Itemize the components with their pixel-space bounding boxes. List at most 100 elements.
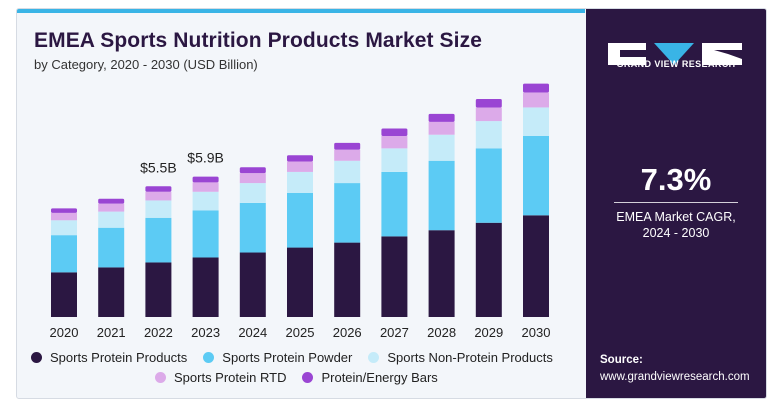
x-tick-label: 2026 xyxy=(333,325,362,340)
bar-segment-2025-1 xyxy=(287,193,313,248)
accent-bar xyxy=(17,9,585,13)
x-tick-label: 2023 xyxy=(191,325,220,340)
bar-segment-2020-0 xyxy=(51,272,77,317)
x-tick-label: 2021 xyxy=(97,325,126,340)
bar-segment-2027-1 xyxy=(381,171,408,237)
legend-label: Sports Protein RTD xyxy=(174,369,287,385)
x-tick-label: 2022 xyxy=(144,325,173,340)
bar-segment-2027-3 xyxy=(381,135,408,149)
bar-segment-2025-4 xyxy=(287,155,313,162)
legend-row-2: Sports Protein RTD Protein/Energy Bars xyxy=(31,367,591,387)
bar-segment-2024-4 xyxy=(239,167,266,174)
legend-label: Sports Non-Protein Products xyxy=(387,349,553,365)
legend-swatch xyxy=(302,371,314,383)
legend-swatch xyxy=(31,351,42,363)
bar-segment-2029-3 xyxy=(475,107,502,122)
bar-segment-2023-0 xyxy=(192,257,219,317)
source-label: Source: xyxy=(600,354,643,366)
legend-row-1: Sports Protein Products Sports Protein P… xyxy=(31,347,591,367)
bar-segment-2022-2 xyxy=(145,200,172,218)
bar-segment-2020-3 xyxy=(51,212,77,221)
bar-segment-2030-1 xyxy=(523,135,549,216)
bar-segment-2024-1 xyxy=(239,202,266,253)
bar-segment-2025-3 xyxy=(287,161,313,172)
grand-view-research-logo xyxy=(608,43,742,65)
bar-segment-2025-2 xyxy=(287,171,313,193)
bar-segment-2022-4 xyxy=(145,186,172,192)
bar-segment-2021-4 xyxy=(98,198,125,204)
legend-item-sports-protein-powder: Sports Protein Powder xyxy=(203,350,352,365)
brand-name: GRAND VIEW RESEARCH xyxy=(616,59,736,69)
data-label-2023: $5.9B xyxy=(187,150,224,166)
bar-segment-2030-3 xyxy=(523,92,549,108)
bar-segment-2024-0 xyxy=(239,252,266,317)
bar-segment-2021-3 xyxy=(98,203,125,212)
bar-segment-2029-1 xyxy=(475,148,502,223)
bar-segment-2021-2 xyxy=(98,211,125,228)
stacked-bar-chart: 2020 2021 2022 2023 2024 2025 2026 2027 2028 2029… xyxy=(50,83,551,340)
bar-segment-2020-2 xyxy=(51,220,77,236)
bar-segment-2027-2 xyxy=(381,148,408,172)
x-tick-label: 2030 xyxy=(522,325,551,340)
bar-segment-2023-4 xyxy=(192,176,219,183)
bar-segment-2027-0 xyxy=(381,236,408,317)
bar-segment-2026-4 xyxy=(334,142,361,150)
chart-title: EMEA Sports Nutrition Products Market Si… xyxy=(34,29,482,52)
bar-segment-2026-3 xyxy=(334,149,361,161)
bar-segment-2029-2 xyxy=(475,121,502,149)
bar-segment-2023-2 xyxy=(192,191,219,211)
legend-item-protein-energy-bars: Protein/Energy Bars xyxy=(302,369,438,385)
bar-segment-2023-1 xyxy=(192,210,219,258)
data-label-2022: $5.5B xyxy=(140,159,177,175)
x-tick-label: 2027 xyxy=(380,325,409,340)
bar-segment-2030-0 xyxy=(523,215,549,317)
bar-segment-2028-0 xyxy=(428,230,455,317)
bar-segment-2028-4 xyxy=(428,113,455,122)
bar-segment-2024-2 xyxy=(239,183,266,203)
legend-label: Sports Protein Powder xyxy=(222,349,353,365)
bar-segment-2027-4 xyxy=(381,128,408,136)
bar-segment-2022-0 xyxy=(145,262,172,317)
legend-item-sports-non-protein-products: Sports Non-Protein Products xyxy=(368,349,553,365)
bar-segment-2023-3 xyxy=(192,182,219,192)
bar-segment-2029-4 xyxy=(475,99,502,108)
bar-segment-2026-2 xyxy=(334,160,361,184)
cagr-label: EMEA Market CAGR, 2024 - 2030 xyxy=(586,209,766,241)
bar-segment-2022-1 xyxy=(145,217,172,263)
bar-segment-2021-1 xyxy=(98,227,125,268)
chart-card: EMEA Sports Nutrition Products Market Si… xyxy=(16,8,767,399)
legend-swatch xyxy=(203,351,215,363)
x-tick-label: 2028 xyxy=(427,325,456,340)
bar-segment-2030-4 xyxy=(523,83,549,93)
bar-segment-2020-1 xyxy=(51,235,77,273)
info-panel: GRAND VIEW RESEARCH 7.3% EMEA Market CAG… xyxy=(586,9,766,398)
legend-item-sports-protein-rtd: Sports Protein RTD xyxy=(155,370,286,385)
bar-segment-2028-3 xyxy=(428,121,455,135)
bar-segment-2029-0 xyxy=(475,222,502,317)
legend-swatch xyxy=(155,371,166,383)
x-tick-label: 2029 xyxy=(474,325,503,340)
legend-label: Protein/Energy Bars xyxy=(321,369,438,385)
bar-segment-2024-3 xyxy=(239,173,266,184)
x-tick-label: 2020 xyxy=(50,325,79,340)
bar-segment-2020-4 xyxy=(51,208,77,213)
bar-segment-2025-0 xyxy=(287,247,313,317)
bar-segment-2028-2 xyxy=(428,134,455,161)
cagr-label-line-2: 2024 - 2030 xyxy=(642,226,710,240)
bar-segment-2022-3 xyxy=(145,191,172,201)
cagr-value: 7.3% xyxy=(640,162,712,197)
bar-segment-2026-0 xyxy=(334,242,361,317)
x-tick-label: 2024 xyxy=(238,325,267,340)
bar-segment-2021-0 xyxy=(98,267,125,317)
x-tick-label: 2025 xyxy=(286,325,315,340)
divider xyxy=(614,202,738,203)
chart-legend: Sports Protein Products Sports Protein P… xyxy=(31,347,591,387)
legend-item-sports-protein-products: Sports Protein Products xyxy=(31,350,187,365)
source-url[interactable]: www.grandviewresearch.com xyxy=(600,371,750,383)
chart-subtitle: by Category, 2020 - 2030 (USD Billion) xyxy=(34,57,258,72)
legend-swatch xyxy=(368,351,380,363)
legend-label: Sports Protein Products xyxy=(50,349,188,365)
bar-segment-2026-1 xyxy=(334,183,361,243)
cagr-label-line-1: EMEA Market CAGR, xyxy=(616,210,736,224)
bar-segment-2028-1 xyxy=(428,160,455,231)
